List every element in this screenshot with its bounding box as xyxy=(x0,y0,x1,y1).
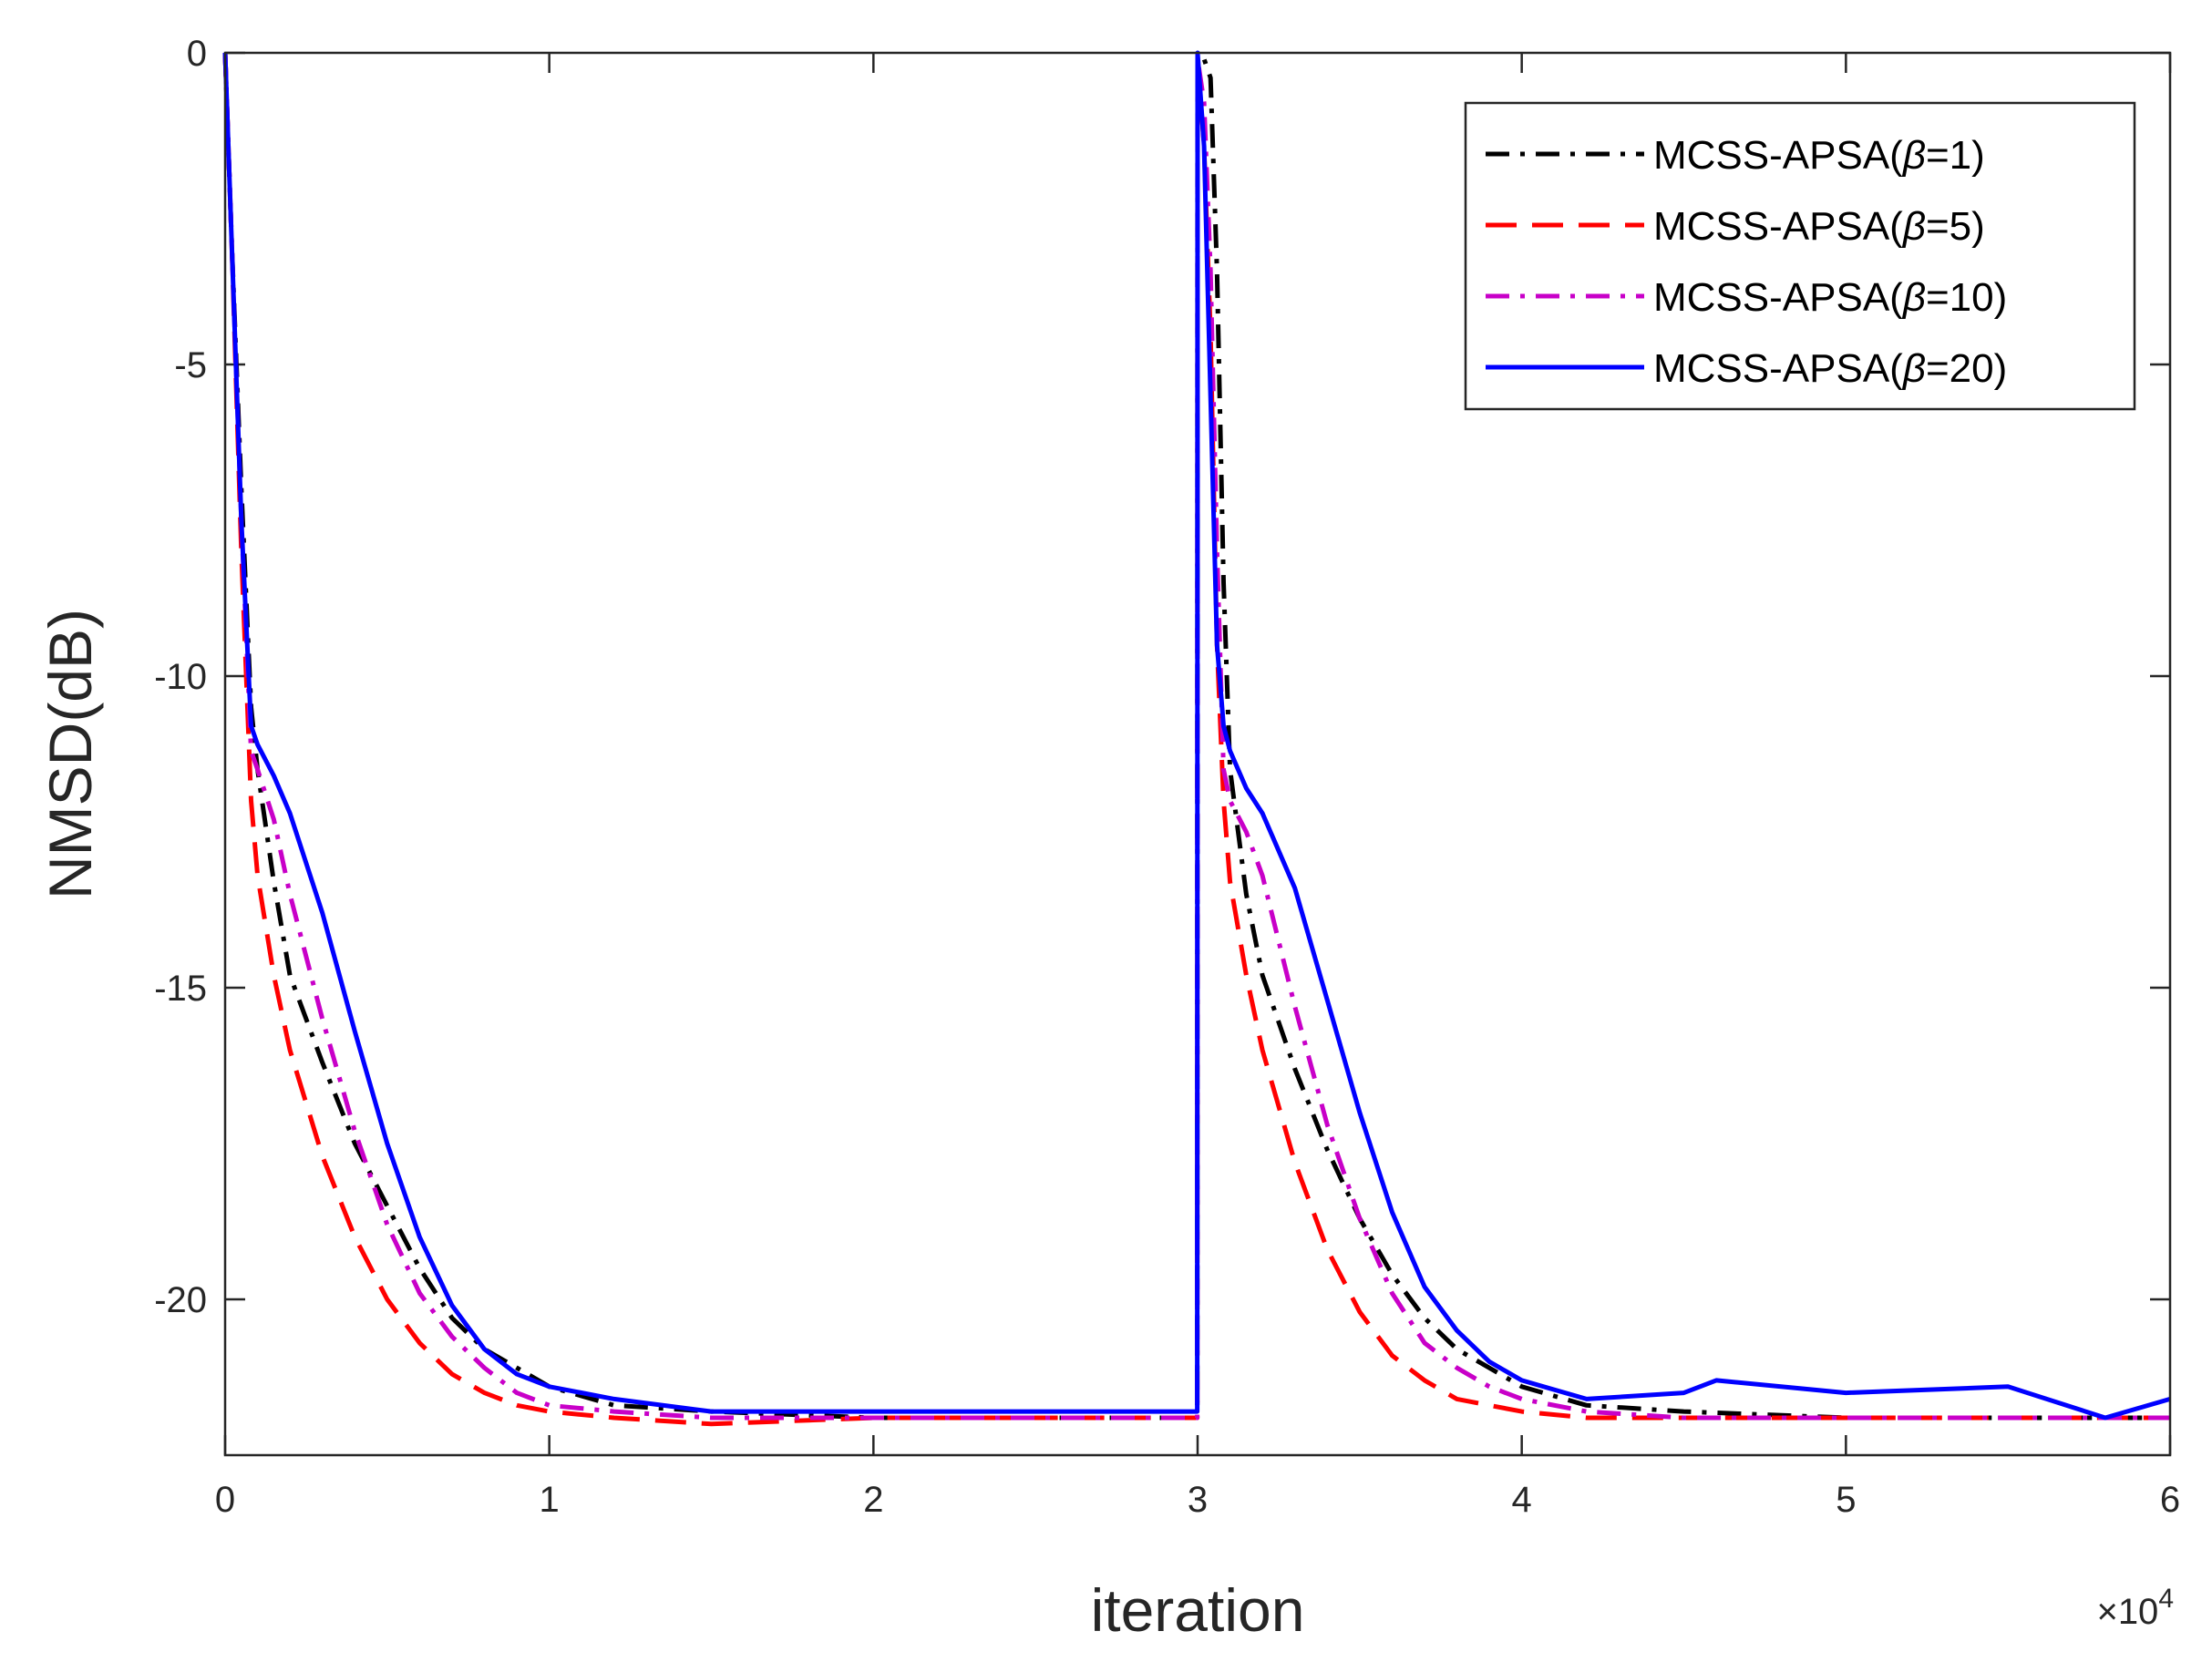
x-multiplier-base: ×10 xyxy=(2096,1592,2158,1632)
y-tick-label: -5 xyxy=(174,345,207,385)
x-tick-label: 1 xyxy=(540,1480,560,1520)
legend-item: MCSS-APSA(β=1) xyxy=(1486,133,1985,178)
x-tick-label: 4 xyxy=(1512,1480,1532,1520)
x-multiplier-exponent: 4 xyxy=(2158,1584,2174,1614)
series-line-2 xyxy=(222,52,2170,1427)
x-tick-label: 3 xyxy=(1188,1480,1208,1520)
series-line-3 xyxy=(222,52,2170,1421)
plot-frame xyxy=(223,51,2172,1457)
y-tick-label: -10 xyxy=(154,657,207,697)
x-axis-label: iteration xyxy=(1091,1576,1305,1644)
y-tick-label: -20 xyxy=(154,1280,207,1320)
y-tick-label: 0 xyxy=(187,34,207,74)
series-layer xyxy=(222,50,2171,1427)
legend-item: MCSS-APSA(β=5) xyxy=(1486,204,1985,249)
x-tick-label: 2 xyxy=(863,1480,883,1520)
x-tick-labels: 0 1 2 3 4 5 6 xyxy=(215,1480,2180,1520)
y-tick-label: -15 xyxy=(154,969,207,1009)
legend-label: MCSS-APSA(β=1) xyxy=(1653,133,1985,178)
x-tick-label: 0 xyxy=(215,1480,235,1520)
x-tick-label: 5 xyxy=(1836,1480,1856,1520)
series-line-4 xyxy=(222,50,2171,1421)
y-axis-label: NMSD(dB) xyxy=(36,609,104,899)
x-tick-label: 6 xyxy=(2160,1480,2180,1520)
legend-box xyxy=(1464,101,2136,411)
legend-item: MCSS-APSA(β=20) xyxy=(1486,346,2007,391)
legend-item: MCSS-APSA(β=10) xyxy=(1486,275,2007,320)
series-line-1 xyxy=(222,52,2170,1421)
x-axis-multiplier: ×104 xyxy=(2096,1584,2174,1632)
legend-label: MCSS-APSA(β=5) xyxy=(1653,204,1985,249)
legend-label: MCSS-APSA(β=20) xyxy=(1653,346,2007,391)
y-tick-labels: 0 -5 -10 -15 -20 xyxy=(154,34,207,1320)
legend-label: MCSS-APSA(β=10) xyxy=(1653,275,2007,320)
legend: MCSS-APSA(β=1) MCSS-APSA(β=5) MCSS-APSA(β=… xyxy=(1464,101,2136,411)
